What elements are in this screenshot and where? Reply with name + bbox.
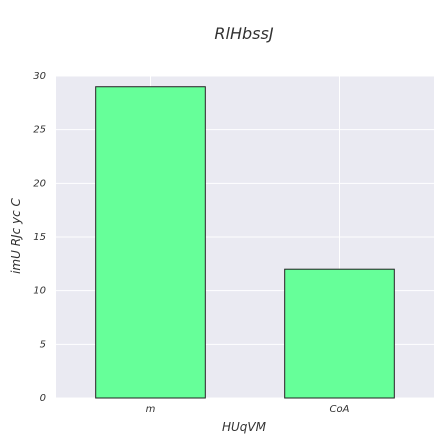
- x-axis-ticks: m CoA: [146, 404, 350, 415]
- y-tick-label: 0: [40, 393, 46, 404]
- y-tick-label: 25: [33, 125, 46, 136]
- y-tick-label: 20: [33, 178, 46, 189]
- y-tick-label: 30: [33, 71, 46, 82]
- y-tick-label: 5: [40, 339, 46, 350]
- chart-title: RlHbssJ: [214, 24, 273, 43]
- y-tick-label: 10: [33, 286, 46, 297]
- x-axis-label: HUqVM: [222, 420, 267, 434]
- bar-CoA: [284, 268, 395, 399]
- bar-m: [95, 86, 206, 399]
- x-tick-label: CoA: [330, 404, 350, 415]
- x-tick-label: m: [146, 404, 156, 415]
- y-tick-label: 15: [33, 232, 46, 243]
- y-axis-label: imU RJc yc C: [9, 197, 23, 273]
- bars: [95, 86, 395, 399]
- y-axis-ticks: 0 5 10 15 20 25 30: [33, 71, 46, 404]
